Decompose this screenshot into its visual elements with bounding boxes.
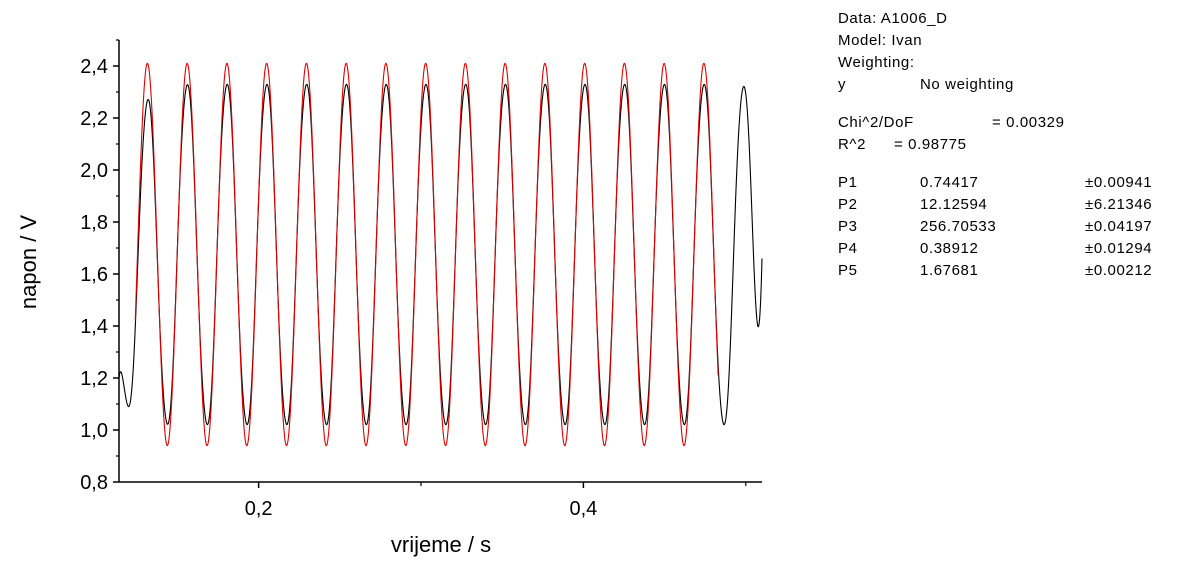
param-name: P4	[838, 240, 858, 257]
chart: 0,8 1,0 1,2 1,4 1,6 1,8 2,0 2,2 2,4 0,2 0,4 vrijem…	[16, 39, 763, 557]
chi-value: = 0.00329	[992, 114, 1065, 131]
param-name: P1	[838, 174, 858, 191]
param-name: P3	[838, 218, 858, 235]
param-name: P5	[838, 262, 858, 279]
r-squared-value: = 0.98775	[894, 136, 967, 153]
param-error: ±6.21346	[1085, 196, 1153, 213]
chi-key: Chi^2/DoF	[838, 114, 914, 131]
y-tick-label: 1,8	[80, 212, 108, 234]
y-axis-label: napon / V	[16, 215, 41, 310]
chi-row: Chi^2/DoF = 0.00329	[838, 112, 1183, 134]
y-tick-label: 0,8	[80, 472, 108, 494]
param-value: 12.12594	[920, 196, 988, 213]
param-error: ±0.00212	[1085, 262, 1153, 279]
param-value: 0.38912	[920, 240, 979, 257]
param-row: P1 0.74417 ±0.00941	[838, 172, 1183, 194]
x-axis-label: vrijeme / s	[391, 532, 491, 557]
y-tick-label: 1,0	[80, 420, 108, 442]
y-tick-label: 1,6	[80, 264, 108, 286]
ticks: 0,8 1,0 1,2 1,4 1,6 1,8 2,0 2,2 2,4 0,2 0,4	[80, 39, 747, 520]
data-line: Data: A1006_D	[838, 10, 948, 27]
param-row: P5 1.67681 ±0.00212	[838, 260, 1183, 282]
param-error: ±0.01294	[1085, 240, 1153, 257]
x-tick-label: 0,2	[245, 498, 273, 520]
weighting-row: y No weighting	[838, 74, 1183, 96]
y-tick-label: 2,4	[80, 56, 108, 78]
param-value: 0.74417	[920, 174, 979, 191]
param-row: P4 0.38912 ±0.01294	[838, 238, 1183, 260]
weighting-key: y	[838, 76, 847, 93]
y-tick-label: 1,4	[80, 316, 108, 338]
param-error: ±0.00941	[1085, 174, 1153, 191]
plot-area	[118, 62, 763, 447]
param-name: P2	[838, 196, 858, 213]
fit-curve	[134, 62, 719, 447]
y-tick-label: 2,2	[80, 108, 108, 130]
param-value: 1.67681	[920, 262, 979, 279]
model-line: Model: Ivan	[838, 32, 923, 49]
r-squared-key: R^2	[838, 136, 867, 153]
weighting-line: Weighting:	[838, 54, 915, 71]
y-tick-label: 1,2	[80, 368, 108, 390]
x-tick-label: 0,4	[569, 498, 597, 520]
y-tick-label: 2,0	[80, 160, 108, 182]
param-row: P2 12.12594 ±6.21346	[838, 194, 1183, 216]
weighting-value: No weighting	[920, 76, 1014, 93]
r-squared-row: R^2 = 0.98775	[838, 134, 1183, 156]
param-value: 256.70533	[920, 218, 997, 235]
fit-results-box: Data: A1006_D Model: Ivan Weighting: y No…	[838, 8, 1183, 282]
param-error: ±0.04197	[1085, 218, 1153, 235]
param-row: P3 256.70533 ±0.04197	[838, 216, 1183, 238]
measured-curve	[118, 83, 763, 426]
